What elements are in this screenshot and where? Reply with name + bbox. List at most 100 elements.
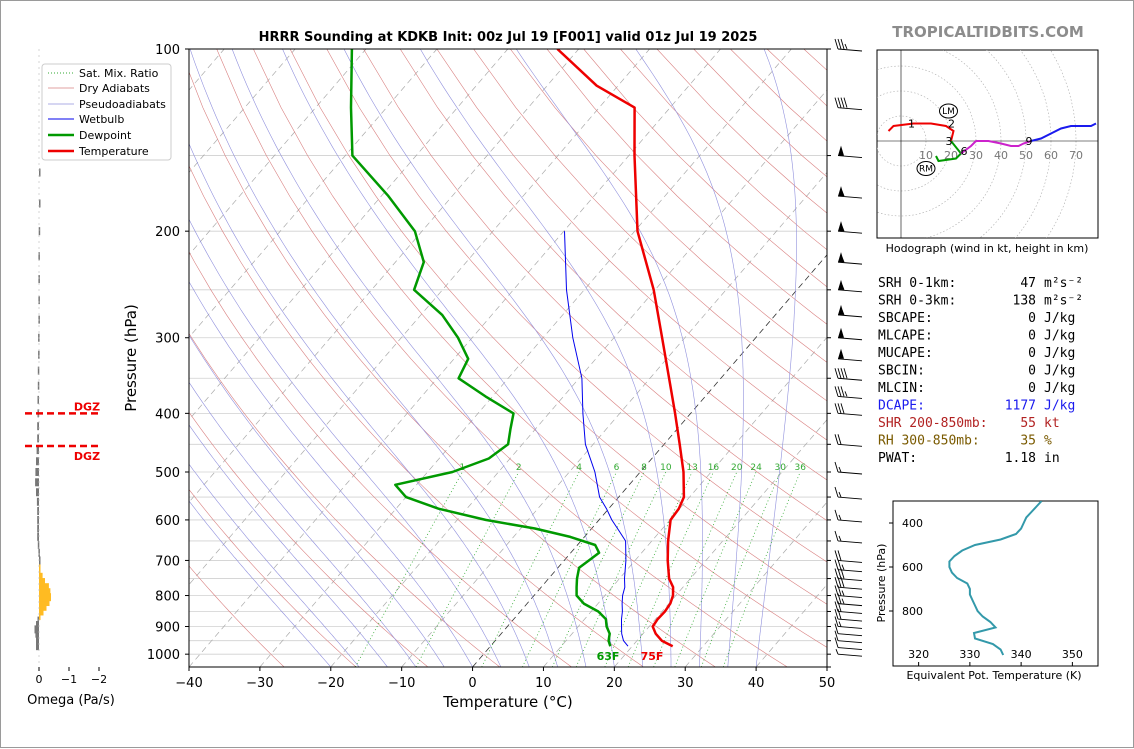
dry-adiabat [189,251,572,667]
isotherm-line [614,419,827,667]
svg-text:Wetbulb: Wetbulb [79,113,124,126]
stat-label: RH 300-850mb: [878,434,980,449]
stat-unit: % [1044,434,1052,449]
hodograph-caption: Hodograph (wind in kt, height in km) [886,242,1089,255]
barb-full [834,593,839,604]
dry-adiabat [289,49,827,605]
barb-staff [837,358,863,362]
wind-barb [834,461,863,475]
barb-flag [838,252,844,263]
omega-tick-label: 0 [36,673,43,686]
wind-barb [834,623,863,637]
storm-motion-label: RM [919,165,933,175]
wind-barb [834,434,863,447]
barb-staff [837,314,863,318]
dry-adiabat [510,49,827,363]
pseudoadiabat [189,500,332,667]
stat-unit: J/kg [1044,311,1075,326]
omega-bar-downward [34,625,39,634]
stat-row: DCAPE: 1177 J/kg [878,399,1075,414]
omega-bar-downward [38,350,40,359]
omega-bar-downward [38,227,41,236]
x-tick-label: −20 [317,676,344,691]
stat-row: SRH 0-3km: 138 m²s⁻² [878,294,1083,309]
omega-bar-upward [39,562,41,571]
surface-dewpoint-label: 63F [597,650,620,663]
mixing-ratio-label: 30 [775,463,787,473]
wind-barb [834,637,863,650]
barb-full [840,403,845,414]
stat-label: SRH 0-1km: [878,276,956,291]
dry-adiabat [216,49,788,667]
stat-value: 0 [1028,381,1036,396]
pseudoadiabat [189,281,473,667]
brand-logo-text: TROPICALTIDBITS.COM [892,23,1084,41]
dry-adiabat [189,488,357,667]
barb-flag [838,348,844,359]
barb-full [837,434,842,445]
theta-e-y-tick-label: 600 [902,561,923,574]
omega-bar-downward [36,642,39,651]
barb-full [837,38,842,50]
y-tick-label: 1000 [147,648,180,663]
wind-barb [837,327,863,341]
barb-half [844,391,848,397]
hodograph-trace [887,122,955,142]
barb-half [838,466,842,473]
barb-full [840,368,845,379]
barb-full [834,386,839,397]
theta-e-frame [892,500,1099,667]
omega-bar-downward [39,199,41,208]
surface-temperature-label: 75F [641,650,664,663]
mixing-ratio-line [415,471,520,667]
pseudoadiabat [282,49,615,667]
stat-value: 138 [1013,294,1036,309]
isotherm-line [189,49,650,586]
barb-full [834,486,839,498]
svg-text:Temperature: Temperature [78,145,149,158]
x-tick-label: −30 [246,676,273,691]
stat-unit: in [1044,451,1060,466]
wind-barb [834,386,863,399]
barb-full [834,38,839,50]
mixing-ratio-label: 6 [614,463,620,473]
stat-label: SBCIN: [878,364,925,379]
x-tick-label: 30 [677,676,694,691]
barb-half [841,598,845,604]
dry-adiabat [436,49,827,441]
wind-barb [834,486,863,500]
theta-e-y-tick-label: 800 [902,605,923,618]
legend-entry-pseudoadiabats: Pseudoadiabats [48,98,166,111]
stat-label: MLCIN: [878,381,925,396]
y-tick-label: 500 [155,466,180,481]
barb-half [841,590,845,596]
hodograph-height-label: 2 [948,118,955,131]
pseudoadiabat [420,49,672,667]
svg-text:Pseudoadiabats: Pseudoadiabats [79,98,166,111]
wind-barb [834,38,863,52]
pseudoadiabat [516,49,703,667]
mixing-ratio-label: 20 [731,463,743,473]
barb-full [834,630,839,641]
dry-adiabat [253,49,827,648]
barb-full [834,601,839,612]
omega-bar-upward [39,602,47,611]
mixing-ratio-line [700,471,781,667]
stat-row: MLCAPE: 0 J/kg [878,329,1075,344]
omega-bar-downward [37,540,40,549]
dry-adiabat [399,49,827,481]
theta-e-y-tick-label: 400 [902,517,923,530]
barb-staff [837,107,863,111]
y-tick-label: 600 [155,514,180,529]
hodograph-frame [876,49,1099,239]
omega-bar-upward [39,588,51,597]
barb-staff [837,595,863,598]
pseudoadiabat [189,142,530,667]
mixing-ratio-label: 24 [750,463,762,473]
theta-e-y-label: Pressure (hPa) [875,544,888,623]
omega-bar-downward [36,497,39,506]
y-tick-label: 700 [155,554,180,569]
dry-adiabat [189,165,644,667]
omega-bar-downward [36,446,39,455]
